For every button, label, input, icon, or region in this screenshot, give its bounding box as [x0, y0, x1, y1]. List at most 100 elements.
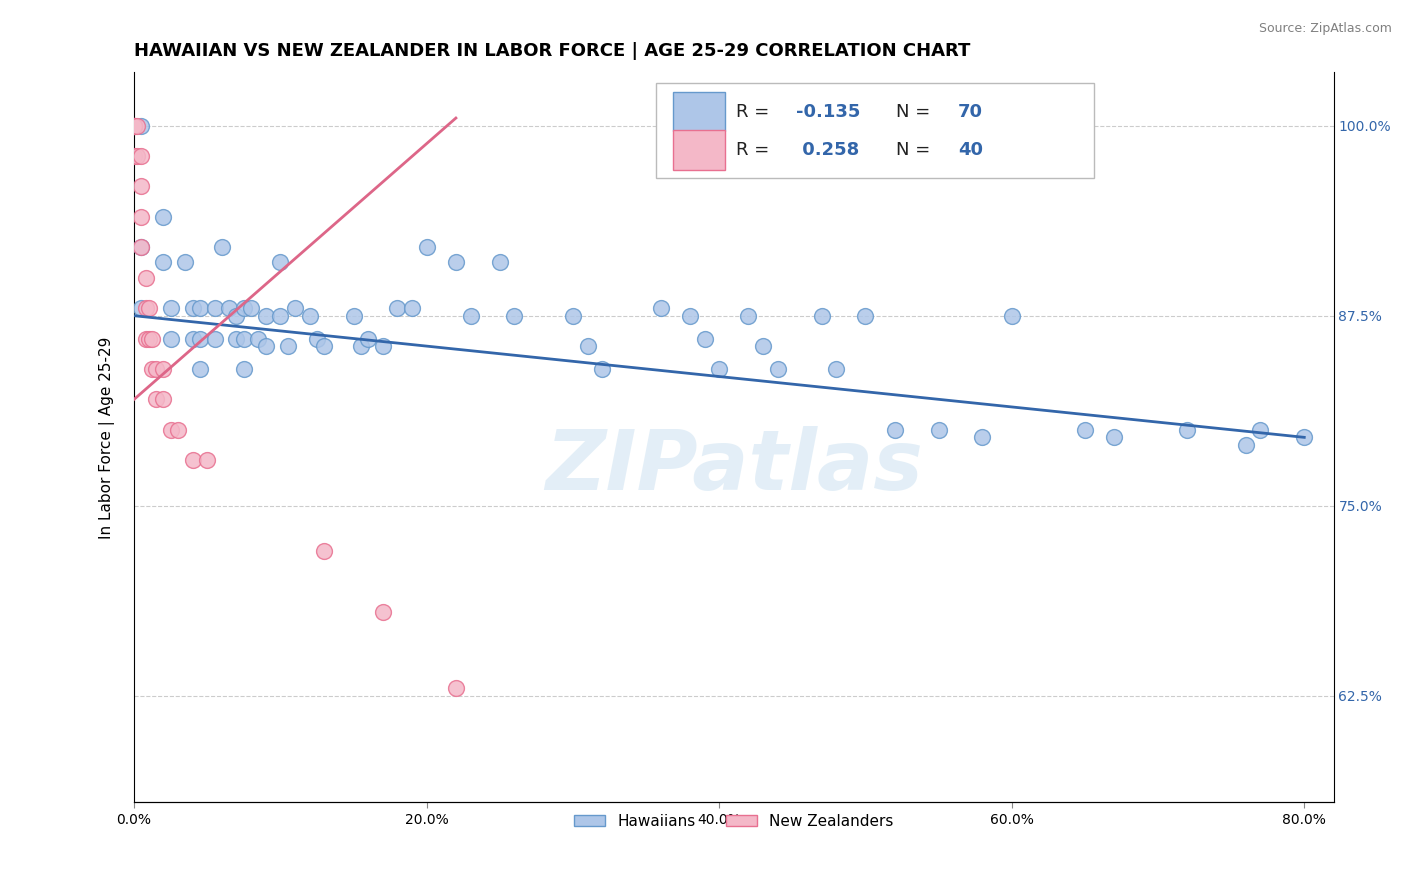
- Point: [503, 309, 526, 323]
- Point: [159, 331, 181, 345]
- Point: [159, 301, 181, 315]
- Point: [174, 255, 197, 269]
- Point: [350, 339, 373, 353]
- FancyBboxPatch shape: [672, 130, 725, 169]
- Point: [232, 362, 254, 376]
- Point: [371, 605, 394, 619]
- Text: 70: 70: [957, 103, 983, 120]
- Point: [131, 240, 153, 254]
- Point: [232, 331, 254, 345]
- Point: [225, 309, 247, 323]
- Point: [737, 309, 759, 323]
- Point: [591, 362, 613, 376]
- Point: [693, 331, 716, 345]
- Point: [284, 301, 307, 315]
- Point: [204, 301, 226, 315]
- Point: [225, 331, 247, 345]
- Point: [387, 301, 409, 315]
- Point: [131, 149, 153, 163]
- Point: [1175, 423, 1198, 437]
- Point: [269, 255, 291, 269]
- Point: [679, 309, 702, 323]
- Point: [125, 149, 148, 163]
- Point: [131, 301, 153, 315]
- Point: [122, 119, 145, 133]
- Point: [401, 301, 423, 315]
- FancyBboxPatch shape: [655, 83, 1094, 178]
- Point: [305, 331, 328, 345]
- Point: [1001, 309, 1024, 323]
- Point: [131, 179, 153, 194]
- Point: [135, 301, 157, 315]
- Text: N =: N =: [896, 141, 936, 159]
- Point: [1234, 438, 1257, 452]
- Point: [972, 430, 994, 444]
- Text: R =: R =: [737, 141, 775, 159]
- Point: [650, 301, 672, 315]
- Point: [883, 423, 905, 437]
- Point: [371, 339, 394, 353]
- Point: [488, 255, 510, 269]
- Text: ZIPatlas: ZIPatlas: [546, 426, 922, 507]
- Point: [314, 339, 336, 353]
- Point: [204, 331, 226, 345]
- Point: [460, 309, 482, 323]
- Point: [928, 423, 950, 437]
- Point: [810, 309, 832, 323]
- Text: Source: ZipAtlas.com: Source: ZipAtlas.com: [1258, 22, 1392, 36]
- Point: [269, 309, 291, 323]
- Point: [211, 240, 233, 254]
- Point: [561, 309, 583, 323]
- Point: [181, 453, 204, 467]
- Point: [254, 309, 277, 323]
- Point: [141, 331, 163, 345]
- Point: [135, 270, 157, 285]
- Point: [247, 331, 270, 345]
- Point: [122, 119, 145, 133]
- Point: [152, 210, 174, 224]
- Point: [709, 362, 731, 376]
- Point: [188, 301, 211, 315]
- Text: R =: R =: [737, 103, 775, 120]
- Point: [152, 362, 174, 376]
- Point: [766, 362, 789, 376]
- Point: [254, 339, 277, 353]
- Point: [314, 544, 336, 558]
- FancyBboxPatch shape: [672, 92, 725, 131]
- Point: [131, 210, 153, 224]
- Point: [188, 331, 211, 345]
- Point: [752, 339, 775, 353]
- Point: [855, 309, 877, 323]
- Point: [188, 362, 211, 376]
- Point: [415, 240, 437, 254]
- Point: [152, 255, 174, 269]
- Point: [1074, 423, 1097, 437]
- Point: [145, 392, 167, 407]
- Point: [444, 681, 467, 696]
- Point: [159, 423, 181, 437]
- Point: [141, 362, 163, 376]
- Point: [122, 119, 145, 133]
- Point: [342, 309, 364, 323]
- Point: [576, 339, 599, 353]
- Point: [218, 301, 240, 315]
- Point: [122, 149, 145, 163]
- Point: [181, 301, 204, 315]
- Text: 40: 40: [957, 141, 983, 159]
- Point: [167, 423, 190, 437]
- Text: 0.258: 0.258: [796, 141, 859, 159]
- Point: [444, 255, 467, 269]
- Point: [152, 392, 174, 407]
- Point: [195, 453, 218, 467]
- Text: -0.135: -0.135: [796, 103, 860, 120]
- Point: [125, 119, 148, 133]
- Text: N =: N =: [896, 103, 936, 120]
- Point: [357, 331, 380, 345]
- Point: [298, 309, 321, 323]
- Point: [1102, 430, 1125, 444]
- Y-axis label: In Labor Force | Age 25-29: In Labor Force | Age 25-29: [100, 336, 115, 539]
- Point: [138, 301, 160, 315]
- Point: [240, 301, 263, 315]
- Point: [138, 331, 160, 345]
- Legend: Hawaiians, New Zealanders: Hawaiians, New Zealanders: [568, 807, 900, 835]
